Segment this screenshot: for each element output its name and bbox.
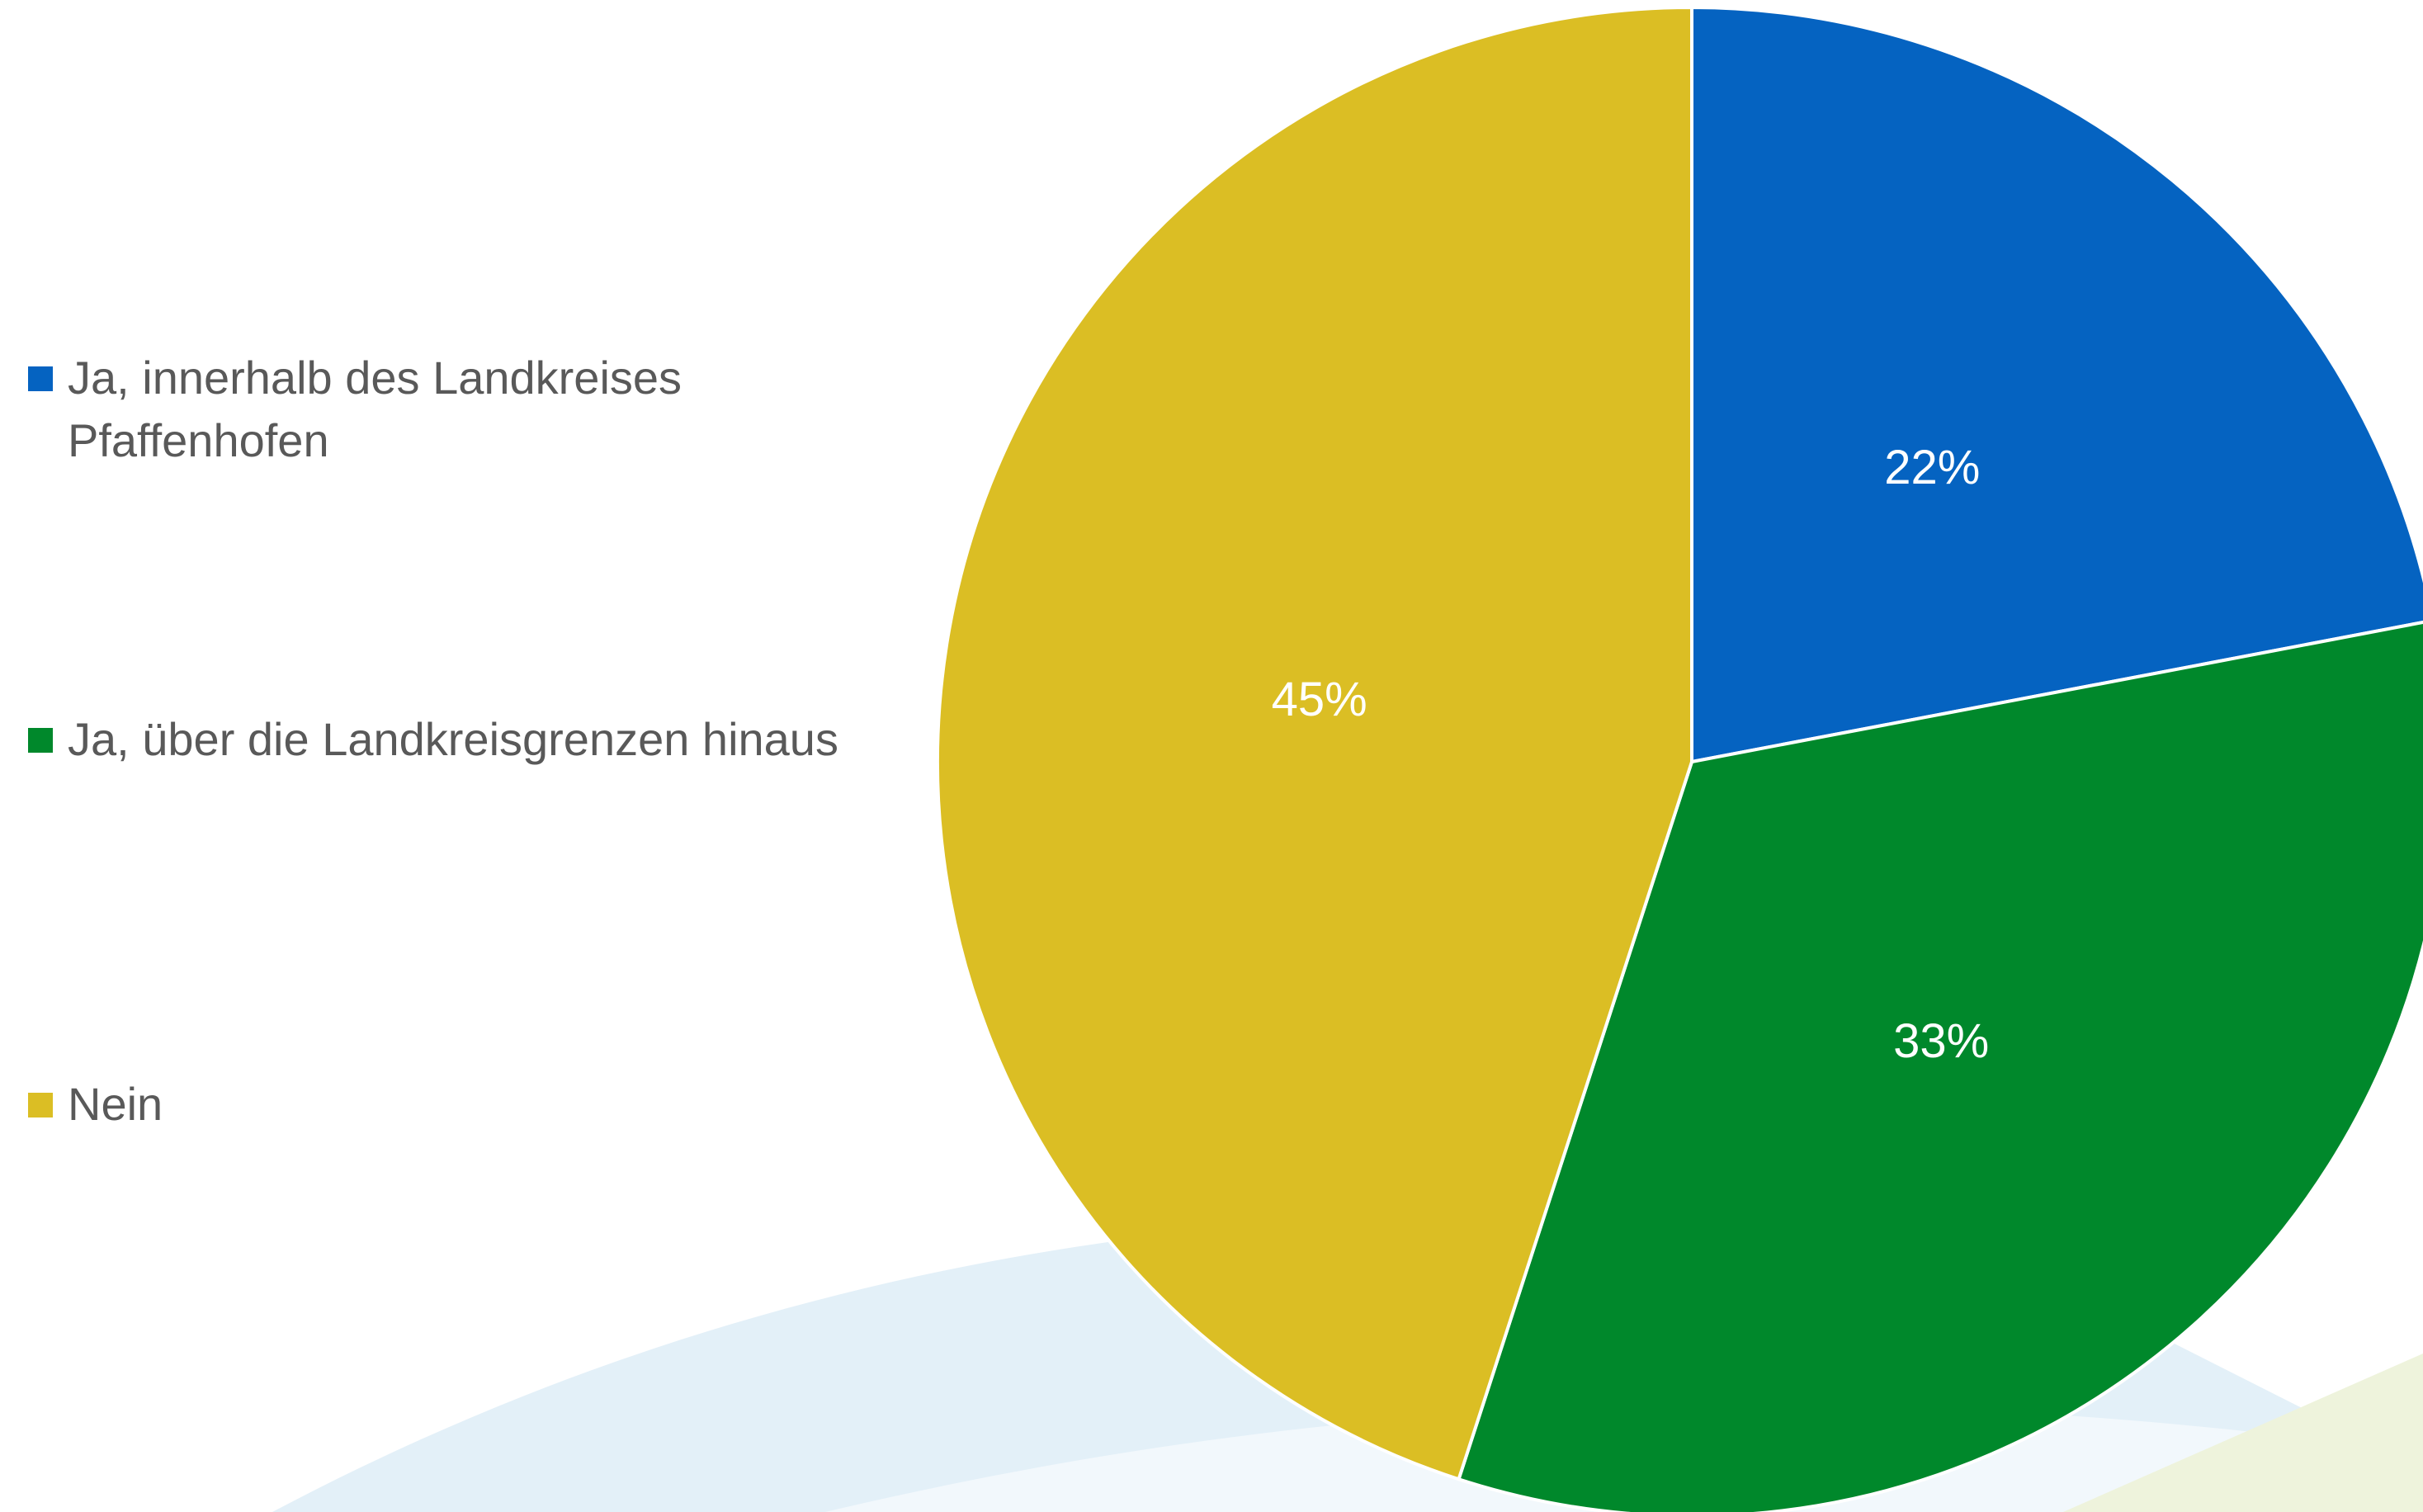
legend-swatch xyxy=(28,728,53,753)
pie-slice xyxy=(1690,5,2423,764)
background-wave xyxy=(2063,1354,2423,1512)
legend-label: Nein xyxy=(68,1078,163,1130)
pie-slice xyxy=(1457,620,2423,1512)
legend-item: Ja, über die Landkreisgrenzen hinaus xyxy=(28,708,926,771)
legend-swatch xyxy=(28,1093,53,1117)
legend-item: Ja, innerhalb des Landkreises Pfaffenhof… xyxy=(28,347,926,472)
legend-swatch xyxy=(28,366,53,391)
value-label: 22% xyxy=(1884,441,1980,494)
pie: 22% 33% 45% xyxy=(936,5,2423,1512)
value-label: 45% xyxy=(1272,673,1367,726)
legend-item: Nein xyxy=(28,1073,926,1136)
pie-slice xyxy=(936,5,1693,1481)
legend-label: Ja, innerhalb des Landkreises Pfaffenhof… xyxy=(68,352,683,466)
value-label: 33% xyxy=(1893,1014,1989,1068)
legend-label: Ja, über die Landkreisgrenzen hinaus xyxy=(68,713,838,765)
